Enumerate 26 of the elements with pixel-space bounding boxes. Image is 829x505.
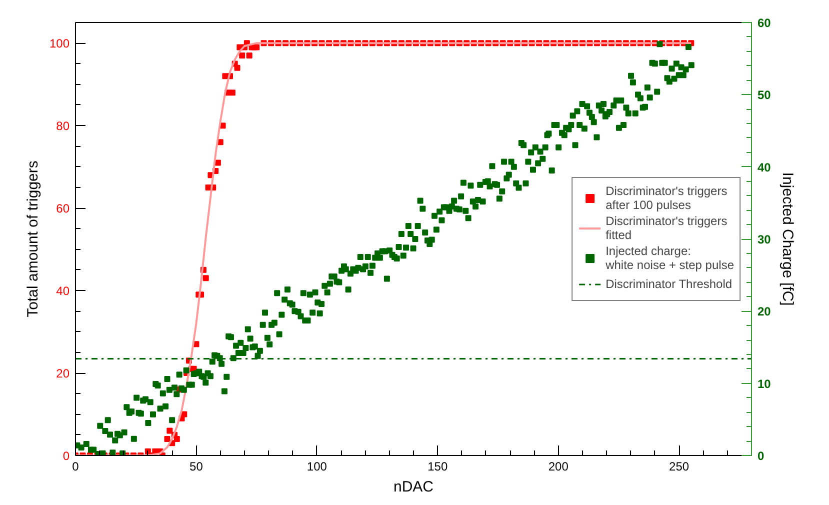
y2-tick-label: 10 (758, 376, 772, 391)
legend-label: Discriminator's triggers after 100 pulses (606, 184, 728, 212)
legend-label: Discriminator Threshold (606, 276, 732, 290)
legend-label: Injected charge: white noise + step pulse (606, 244, 734, 272)
x-tick-label: 0 (72, 460, 80, 474)
y2-axis-title: Injected Charge [fC] (778, 172, 796, 306)
y2-tick-label: 20 (758, 304, 772, 319)
y-tick-label: 60 (56, 202, 70, 216)
y-axis-title: Total amount of triggers (24, 160, 42, 318)
y-tick-label: 20 (56, 366, 70, 381)
x-tick-label: 200 (548, 460, 569, 474)
y-tick-label: 80 (56, 119, 70, 134)
y2-tick-label: 50 (758, 88, 772, 102)
y2-tick-label: 30 (758, 232, 772, 246)
x-tick-label: 100 (306, 460, 328, 474)
x-tick-label: 150 (428, 460, 448, 474)
y2-tick-label: 0 (758, 449, 764, 463)
x-tick-label: 250 (669, 460, 690, 474)
legend-label: Discriminator's triggers fitted (606, 214, 728, 242)
x-tick-label: 50 (190, 460, 204, 474)
y2-tick-label: 60 (758, 16, 772, 30)
y2-tick-label: 40 (758, 160, 772, 174)
y-tick-label: 100 (49, 36, 70, 51)
x-axis-title: nDAC (393, 478, 434, 496)
y-tick-label: 40 (56, 284, 70, 298)
y-tick-label: 0 (62, 449, 70, 463)
